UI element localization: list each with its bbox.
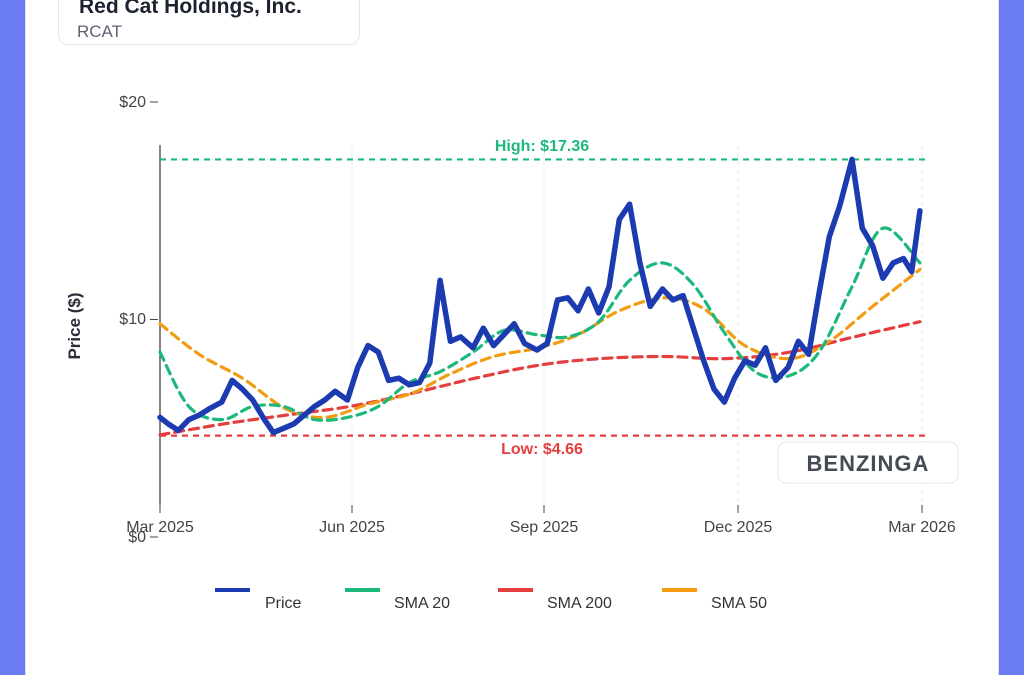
low-annotation: Low: $4.66 [501,441,583,458]
x-tick-label: Sep 2025 [510,519,579,536]
watermark-logo: BENZINGA [807,451,930,476]
legend-label-sma50: SMA 50 [711,595,767,612]
x-tick-label: Mar 2025 [126,519,194,536]
y-tick-label: $0 [128,529,146,546]
legend-label-sma20: SMA 20 [394,595,450,612]
watermark-box [777,441,959,484]
ticker-symbol: RCAT [77,22,123,41]
legend-label-sma200: SMA 200 [547,595,612,612]
series-line-price [157,156,923,436]
high-annotation: High: $17.36 [495,138,589,155]
y-axis-title: Price ($) [65,292,84,359]
x-tick-label: Dec 2025 [704,519,773,536]
ticker-header: Red Cat Holdings, Inc. RCAT [58,0,360,45]
company-name: Red Cat Holdings, Inc. [79,0,302,18]
y-tick-label: $20 [119,94,146,111]
x-tick-label: Mar 2026 [888,519,956,536]
y-tick-label: $10 [119,311,146,328]
legend-label-price: Price [265,595,302,612]
series-line-sma200 [158,320,922,437]
series-line-sma50 [158,267,922,420]
series-line-sma20 [158,226,922,422]
x-tick-label: Jun 2025 [319,519,385,536]
